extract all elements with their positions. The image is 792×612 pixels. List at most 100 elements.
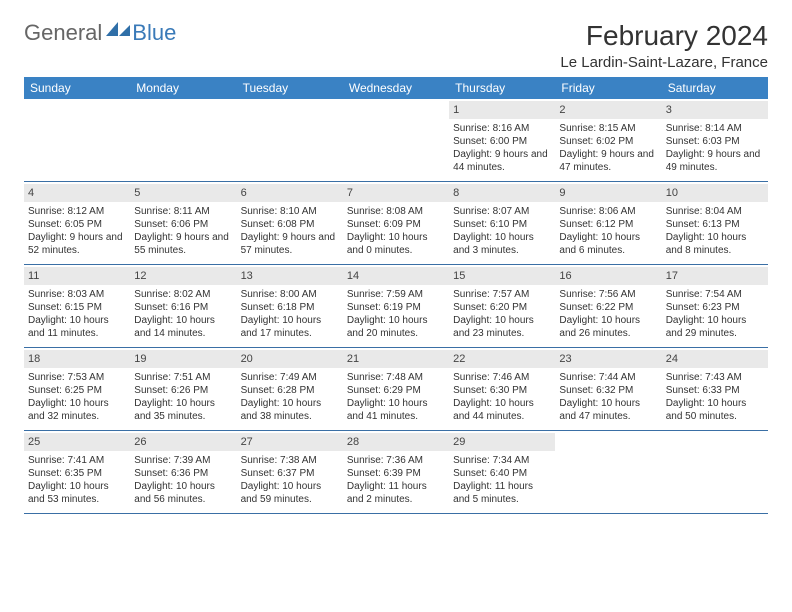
daylight-line: Daylight: 10 hours and 47 minutes.	[559, 397, 657, 423]
sunrise-line: Sunrise: 8:12 AM	[28, 205, 126, 218]
daylight-line: Daylight: 10 hours and 8 minutes.	[666, 231, 764, 257]
sunset-line: Sunset: 6:03 PM	[666, 135, 764, 148]
sunset-line: Sunset: 6:33 PM	[666, 384, 764, 397]
day-number: 17	[662, 267, 768, 285]
day-header: Thursday	[449, 77, 555, 99]
sunset-line: Sunset: 6:35 PM	[28, 467, 126, 480]
day-header: Sunday	[24, 77, 130, 99]
sunrise-line: Sunrise: 8:04 AM	[666, 205, 764, 218]
logo: General Blue	[24, 20, 176, 46]
sunrise-line: Sunrise: 7:38 AM	[241, 454, 339, 467]
day-cell: 12Sunrise: 8:02 AMSunset: 6:16 PMDayligh…	[130, 265, 236, 347]
sunrise-line: Sunrise: 7:41 AM	[28, 454, 126, 467]
sunset-line: Sunset: 6:16 PM	[134, 301, 232, 314]
day-cell: 21Sunrise: 7:48 AMSunset: 6:29 PMDayligh…	[343, 348, 449, 430]
day-cell	[24, 99, 130, 181]
day-number	[662, 433, 768, 451]
daylight-line: Daylight: 11 hours and 5 minutes.	[453, 480, 551, 506]
day-cell: 13Sunrise: 8:00 AMSunset: 6:18 PMDayligh…	[237, 265, 343, 347]
day-number: 29	[449, 433, 555, 451]
day-cell: 14 Sunrise: 7:59 AMSunset: 6:19 PMDayligh…	[343, 265, 449, 347]
sunrise-line: Sunrise: 7:39 AM	[134, 454, 232, 467]
day-number: 15	[449, 267, 555, 285]
daylight-line: Daylight: 10 hours and 20 minutes.	[347, 314, 445, 340]
day-cell	[343, 99, 449, 181]
daylight-line: Daylight: 10 hours and 3 minutes.	[453, 231, 551, 257]
sunset-line: Sunset: 6:40 PM	[453, 467, 551, 480]
day-cell: 24Sunrise: 7:43 AMSunset: 6:33 PMDayligh…	[662, 348, 768, 430]
week-row: 4Sunrise: 8:12 AMSunset: 6:05 PMDaylight…	[24, 182, 768, 265]
day-cell: 27Sunrise: 7:38 AMSunset: 6:37 PMDayligh…	[237, 431, 343, 513]
sunrise-line: Sunrise: 7:48 AM	[347, 371, 445, 384]
day-cell: 17Sunrise: 7:54 AMSunset: 6:23 PMDayligh…	[662, 265, 768, 347]
sunset-line: Sunset: 6:09 PM	[347, 218, 445, 231]
day-number: 1	[449, 101, 555, 119]
sunset-line: Sunset: 6:30 PM	[453, 384, 551, 397]
day-cell: 23Sunrise: 7:44 AMSunset: 6:32 PMDayligh…	[555, 348, 661, 430]
day-number: 28	[343, 433, 449, 451]
daylight-line: Daylight: 9 hours and 57 minutes.	[241, 231, 339, 257]
header: General Blue February 2024 Le Lardin-Sai…	[24, 20, 768, 71]
day-number: 11	[24, 267, 130, 285]
day-header: Wednesday	[343, 77, 449, 99]
daylight-line: Daylight: 10 hours and 59 minutes.	[241, 480, 339, 506]
sunrise-line: Sunrise: 8:16 AM	[453, 122, 551, 135]
day-cell	[662, 431, 768, 513]
daylight-line: Daylight: 10 hours and 35 minutes.	[134, 397, 232, 423]
day-number: 21	[343, 350, 449, 368]
sunrise-line: Sunrise: 8:08 AM	[347, 205, 445, 218]
day-cell: 6Sunrise: 8:10 AMSunset: 6:08 PMDaylight…	[237, 182, 343, 264]
daylight-line: Daylight: 10 hours and 26 minutes.	[559, 314, 657, 340]
daylight-line: Daylight: 9 hours and 47 minutes.	[559, 148, 657, 174]
sunrise-line: Sunrise: 7:44 AM	[559, 371, 657, 384]
sunset-line: Sunset: 6:02 PM	[559, 135, 657, 148]
sunrise-line: Sunrise: 8:06 AM	[559, 205, 657, 218]
day-cell: 11Sunrise: 8:03 AMSunset: 6:15 PMDayligh…	[24, 265, 130, 347]
sunrise-line: Sunrise: 7:59 AM	[347, 288, 445, 301]
day-cell	[237, 99, 343, 181]
daylight-line: Daylight: 10 hours and 17 minutes.	[241, 314, 339, 340]
logo-text-blue: Blue	[132, 20, 176, 46]
day-header-row: Sunday Monday Tuesday Wednesday Thursday…	[24, 77, 768, 99]
sunrise-line: Sunrise: 7:51 AM	[134, 371, 232, 384]
sunset-line: Sunset: 6:06 PM	[134, 218, 232, 231]
day-cell: 22Sunrise: 7:46 AMSunset: 6:30 PMDayligh…	[449, 348, 555, 430]
day-cell: 8Sunrise: 8:07 AMSunset: 6:10 PMDaylight…	[449, 182, 555, 264]
sunrise-line: Sunrise: 7:53 AM	[28, 371, 126, 384]
daylight-line: Daylight: 9 hours and 49 minutes.	[666, 148, 764, 174]
calendar: Sunday Monday Tuesday Wednesday Thursday…	[24, 77, 768, 514]
day-number: 2	[555, 101, 661, 119]
day-number: 13	[237, 267, 343, 285]
day-number: 6	[237, 184, 343, 202]
weeks-container: 1 Sunrise: 8:16 AMSunset: 6:00 PM Daylight…	[24, 99, 768, 514]
sunset-line: Sunset: 6:20 PM	[453, 301, 551, 314]
daylight-line: Daylight: 10 hours and 50 minutes.	[666, 397, 764, 423]
day-cell: 25Sunrise: 7:41 AMSunset: 6:35 PMDayligh…	[24, 431, 130, 513]
sunrise-line: Sunrise: 7:34 AM	[453, 454, 551, 467]
day-number: 27	[237, 433, 343, 451]
daylight-line: Daylight: 9 hours and 52 minutes.	[28, 231, 126, 257]
sunset-line: Sunset: 6:25 PM	[28, 384, 126, 397]
day-number: 14	[343, 267, 449, 285]
day-cell: 9Sunrise: 8:06 AMSunset: 6:12 PMDaylight…	[555, 182, 661, 264]
day-cell: 16Sunrise: 7:56 AMSunset: 6:22 PMDayligh…	[555, 265, 661, 347]
sunrise-line: Sunrise: 8:02 AM	[134, 288, 232, 301]
day-number: 24	[662, 350, 768, 368]
sunrise-line: Sunrise: 8:03 AM	[28, 288, 126, 301]
sunrise-line: Sunrise: 8:00 AM	[241, 288, 339, 301]
sunset-line: Sunset: 6:10 PM	[453, 218, 551, 231]
day-number: 20	[237, 350, 343, 368]
daylight-line: Daylight: 10 hours and 41 minutes.	[347, 397, 445, 423]
day-number: 10	[662, 184, 768, 202]
daylight-line: Daylight: 10 hours and 11 minutes.	[28, 314, 126, 340]
day-cell: 28Sunrise: 7:36 AMSunset: 6:39 PMDayligh…	[343, 431, 449, 513]
week-row: 18Sunrise: 7:53 AMSunset: 6:25 PMDayligh…	[24, 348, 768, 431]
sunrise-line: Sunrise: 8:14 AM	[666, 122, 764, 135]
sunset-line: Sunset: 6:19 PM	[347, 301, 445, 314]
day-cell: 10Sunrise: 8:04 AMSunset: 6:13 PMDayligh…	[662, 182, 768, 264]
daylight-line: Daylight: 10 hours and 56 minutes.	[134, 480, 232, 506]
daylight-line: Daylight: 10 hours and 53 minutes.	[28, 480, 126, 506]
sunset-line: Sunset: 6:00 PM	[453, 135, 551, 148]
sunset-line: Sunset: 6:08 PM	[241, 218, 339, 231]
sunrise-line: Sunrise: 7:36 AM	[347, 454, 445, 467]
